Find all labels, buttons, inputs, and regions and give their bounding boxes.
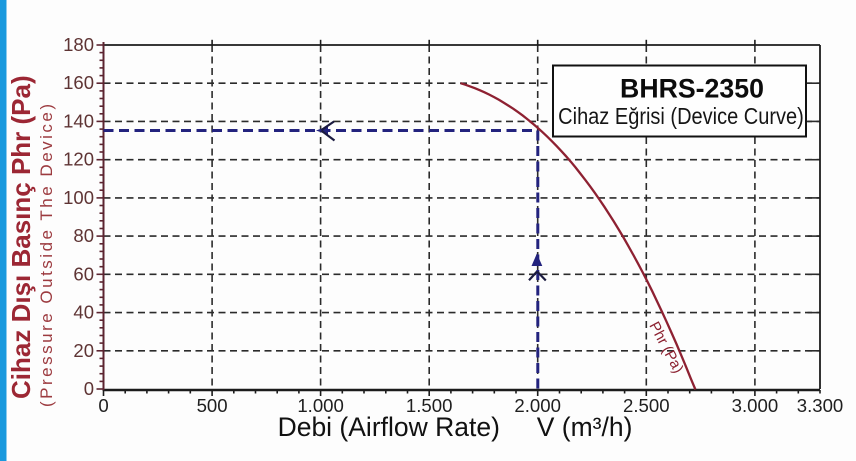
svg-text:0: 0 — [84, 378, 94, 399]
svg-text:120: 120 — [63, 149, 94, 170]
svg-text:Cihaz Dışı Basınç Phr (Pa): Cihaz Dışı Basınç Phr (Pa) — [6, 75, 36, 399]
svg-text:60: 60 — [73, 263, 94, 284]
svg-text:100: 100 — [63, 187, 94, 208]
svg-text:0: 0 — [98, 395, 108, 416]
svg-text:500: 500 — [197, 395, 228, 416]
svg-text:2.000: 2.000 — [514, 395, 561, 416]
svg-text:(Pressure Outside The Device): (Pressure Outside The Device) — [37, 101, 56, 407]
svg-text:140: 140 — [63, 110, 94, 131]
svg-text:3.300: 3.300 — [797, 395, 844, 416]
svg-text:80: 80 — [73, 225, 94, 246]
svg-text:20: 20 — [73, 340, 94, 361]
svg-text:Debi (Airflow Rate) V (m³/: Debi (Airflow Rate) V (m³/h) — [278, 412, 633, 442]
svg-text:1.000: 1.000 — [297, 395, 344, 416]
svg-text:3.000: 3.000 — [732, 395, 779, 416]
svg-text:2.500: 2.500 — [623, 395, 670, 416]
svg-text:180: 180 — [63, 34, 94, 55]
svg-text:BHRS-2350: BHRS-2350 — [620, 74, 764, 104]
svg-text:40: 40 — [73, 302, 94, 323]
svg-text:1.500: 1.500 — [406, 395, 453, 416]
svg-text:160: 160 — [63, 72, 94, 93]
svg-text:Cihaz Eğrisi (Device Curve): Cihaz Eğrisi (Device Curve) — [558, 103, 804, 130]
